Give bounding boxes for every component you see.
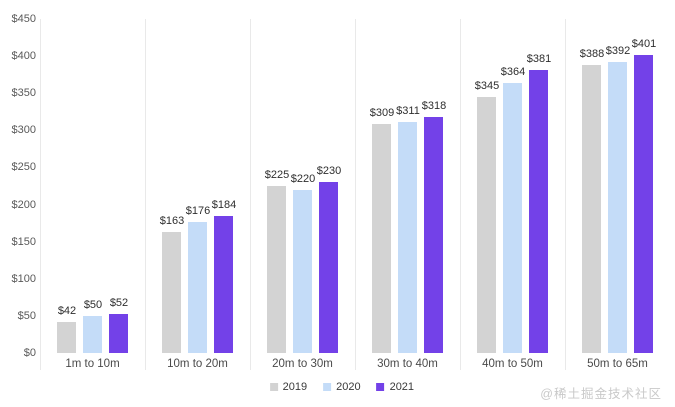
legend-label-2021: 2021 (389, 381, 415, 393)
bar-2019 (372, 124, 391, 353)
y-axis-tick-label: $50 (17, 309, 36, 322)
y-axis-tick-label: $100 (11, 272, 36, 285)
y-axis-tick-label: $350 (11, 87, 36, 100)
category-label: 1m to 10m (65, 358, 120, 370)
legend-swatch-2021 (376, 383, 385, 391)
bar-2020 (83, 316, 102, 353)
bar-2021 (319, 182, 338, 353)
category-label: 30m to 40m (377, 358, 438, 370)
bar-value-label: $392 (605, 45, 631, 57)
legend-label-2020: 2020 (336, 381, 361, 393)
bar-value-label: $309 (369, 107, 395, 119)
group-separator-line (355, 19, 356, 370)
legend-item-2021[interactable]: 2021 (376, 381, 415, 393)
bar-value-label: $230 (316, 165, 342, 177)
legend-label-2019: 2019 (282, 381, 308, 393)
bar-value-label: $163 (159, 215, 185, 227)
bar-value-label: $220 (290, 173, 316, 185)
watermark: @稀土掘金技术社区 (540, 387, 662, 401)
bar-2020 (188, 222, 207, 353)
bar-2019 (162, 232, 181, 353)
group-separator-line (250, 19, 251, 370)
bar-value-label: $52 (109, 297, 129, 309)
bar-value-label: $381 (526, 53, 552, 65)
bar-value-label: $401 (631, 38, 657, 50)
category-label: 20m to 30m (272, 358, 333, 370)
bar-value-label: $364 (500, 66, 526, 78)
y-axis-tick-label: $150 (11, 235, 36, 248)
legend-swatch-2020 (323, 383, 332, 391)
y-axis-tick-label: $400 (11, 50, 36, 63)
bar-value-label: $42 (57, 305, 77, 317)
bar-2019 (477, 97, 496, 353)
bar-2021 (424, 117, 443, 353)
category-label: 50m to 65m (587, 358, 648, 370)
bar-2019 (582, 65, 601, 353)
y-axis-tick-label: $0 (23, 347, 36, 359)
legend-item-2020[interactable]: 2020 (323, 381, 361, 393)
bar-2020 (503, 83, 522, 353)
legend-swatch-2019 (269, 383, 278, 391)
bar-value-label: $345 (474, 80, 500, 92)
category-label: 40m to 50m (482, 358, 543, 370)
bar-2019 (57, 322, 76, 353)
legend: 2019 2020 2021 (269, 381, 415, 393)
bar-value-label: $225 (264, 169, 290, 181)
bar-2021 (529, 70, 548, 353)
bar-2020 (608, 62, 627, 353)
y-axis-tick-label: $450 (11, 13, 36, 25)
group-separator-line (565, 19, 566, 370)
group-separator-line (460, 19, 461, 370)
bar-value-label: $311 (396, 105, 420, 117)
bar-2020 (398, 122, 417, 353)
bar-2021 (109, 314, 128, 353)
category-label: 10m to 20m (167, 358, 228, 370)
y-axis-tick-label: $300 (11, 124, 36, 137)
y-axis-tick-label: $250 (11, 161, 36, 174)
group-separator-line (145, 19, 146, 370)
bar-2020 (293, 190, 312, 353)
y-axis-tick-label: $200 (11, 198, 36, 211)
bar-2021 (634, 55, 653, 353)
bar-value-label: $184 (211, 199, 237, 211)
bar-value-label: $176 (185, 205, 211, 217)
bar-value-label: $50 (83, 299, 103, 311)
bar-value-label: $388 (579, 48, 605, 60)
bar-value-label: $318 (421, 100, 447, 112)
group-separator-line (40, 19, 41, 370)
legend-item-2019[interactable]: 2019 (269, 381, 308, 393)
bar-2021 (214, 216, 233, 353)
bar-2019 (267, 186, 286, 353)
